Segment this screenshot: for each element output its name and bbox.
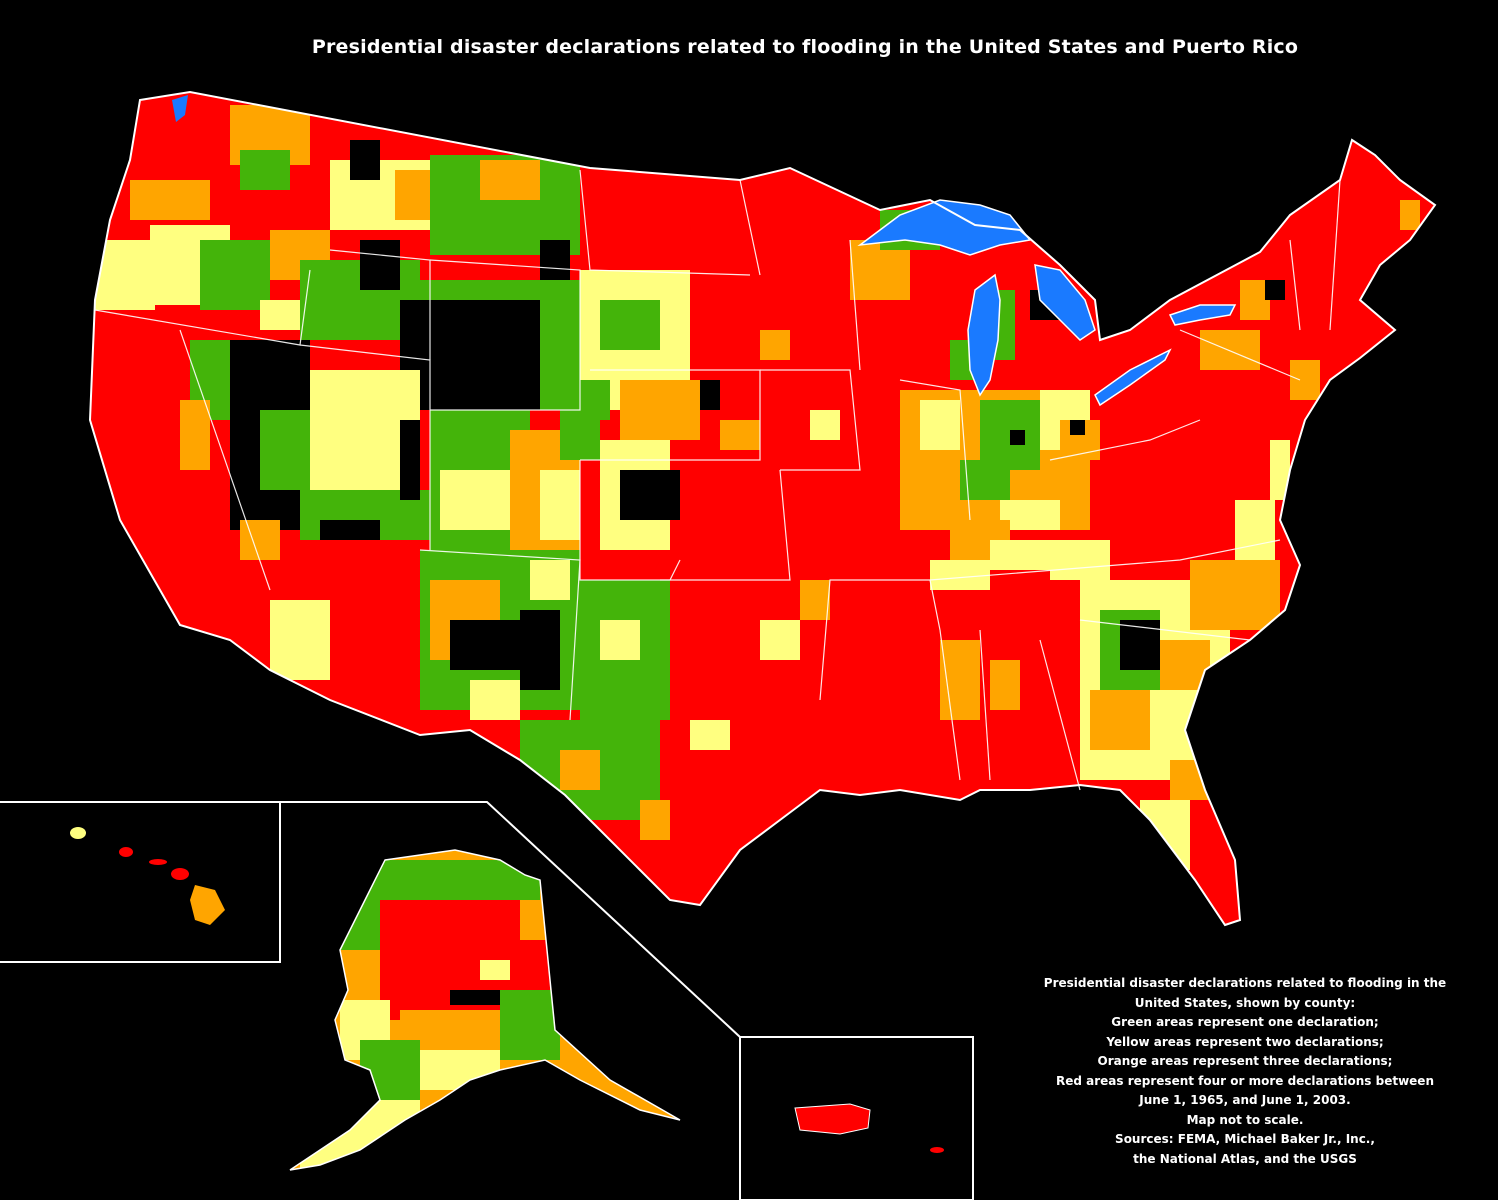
puerto-rico-inset <box>739 1036 974 1200</box>
alaska-inset-frame <box>0 801 741 1038</box>
legend-line: Map not to scale. <box>1186 1112 1304 1127</box>
hawaii-inset-frame <box>0 802 281 963</box>
island-kauai <box>70 827 86 839</box>
island-molokai <box>149 859 167 865</box>
legend-text: Presidential disaster declarations relat… <box>1040 974 1450 1169</box>
island-oahu <box>119 847 133 857</box>
legend-line: Sources: FEMA, Michael Baker Jr., Inc., <box>1115 1132 1375 1146</box>
legend-line: Orange areas represent three declaration… <box>1097 1054 1393 1068</box>
legend-line: Yellow areas represent two declarations; <box>1106 1034 1384 1049</box>
map-title: Presidential disaster declarations relat… <box>311 36 1299 58</box>
puerto-rico-island <box>794 1103 871 1135</box>
contiguous-us <box>88 90 1437 927</box>
island-hawaii <box>190 885 225 925</box>
legend-line: United States, shown by county: <box>1134 995 1356 1010</box>
island-maui <box>171 868 189 880</box>
legend-line: Green areas represent one declaration; <box>1111 1015 1379 1029</box>
island-vieques <box>930 1147 944 1153</box>
state-borders <box>94 169 1341 791</box>
lake-ontario <box>1168 304 1237 326</box>
puerto-rico-inset-frame <box>739 1036 974 1200</box>
lake-huron <box>1034 264 1096 341</box>
legend-line: the National Atlas, and the USGS <box>1133 1151 1357 1166</box>
lake-michigan <box>967 273 1001 397</box>
legend-line: Presidential disaster declarations relat… <box>1043 976 1447 990</box>
lake-erie <box>1094 348 1172 407</box>
alaska-outline <box>289 849 681 1171</box>
legend-line: Red areas represent four or more declara… <box>1056 1073 1434 1088</box>
hawaii-inset <box>0 802 281 963</box>
puget-sound <box>172 95 188 122</box>
conus-outline <box>88 90 1437 927</box>
legend-line: June 1, 1965, and June 1, 2003. <box>1139 1093 1351 1107</box>
